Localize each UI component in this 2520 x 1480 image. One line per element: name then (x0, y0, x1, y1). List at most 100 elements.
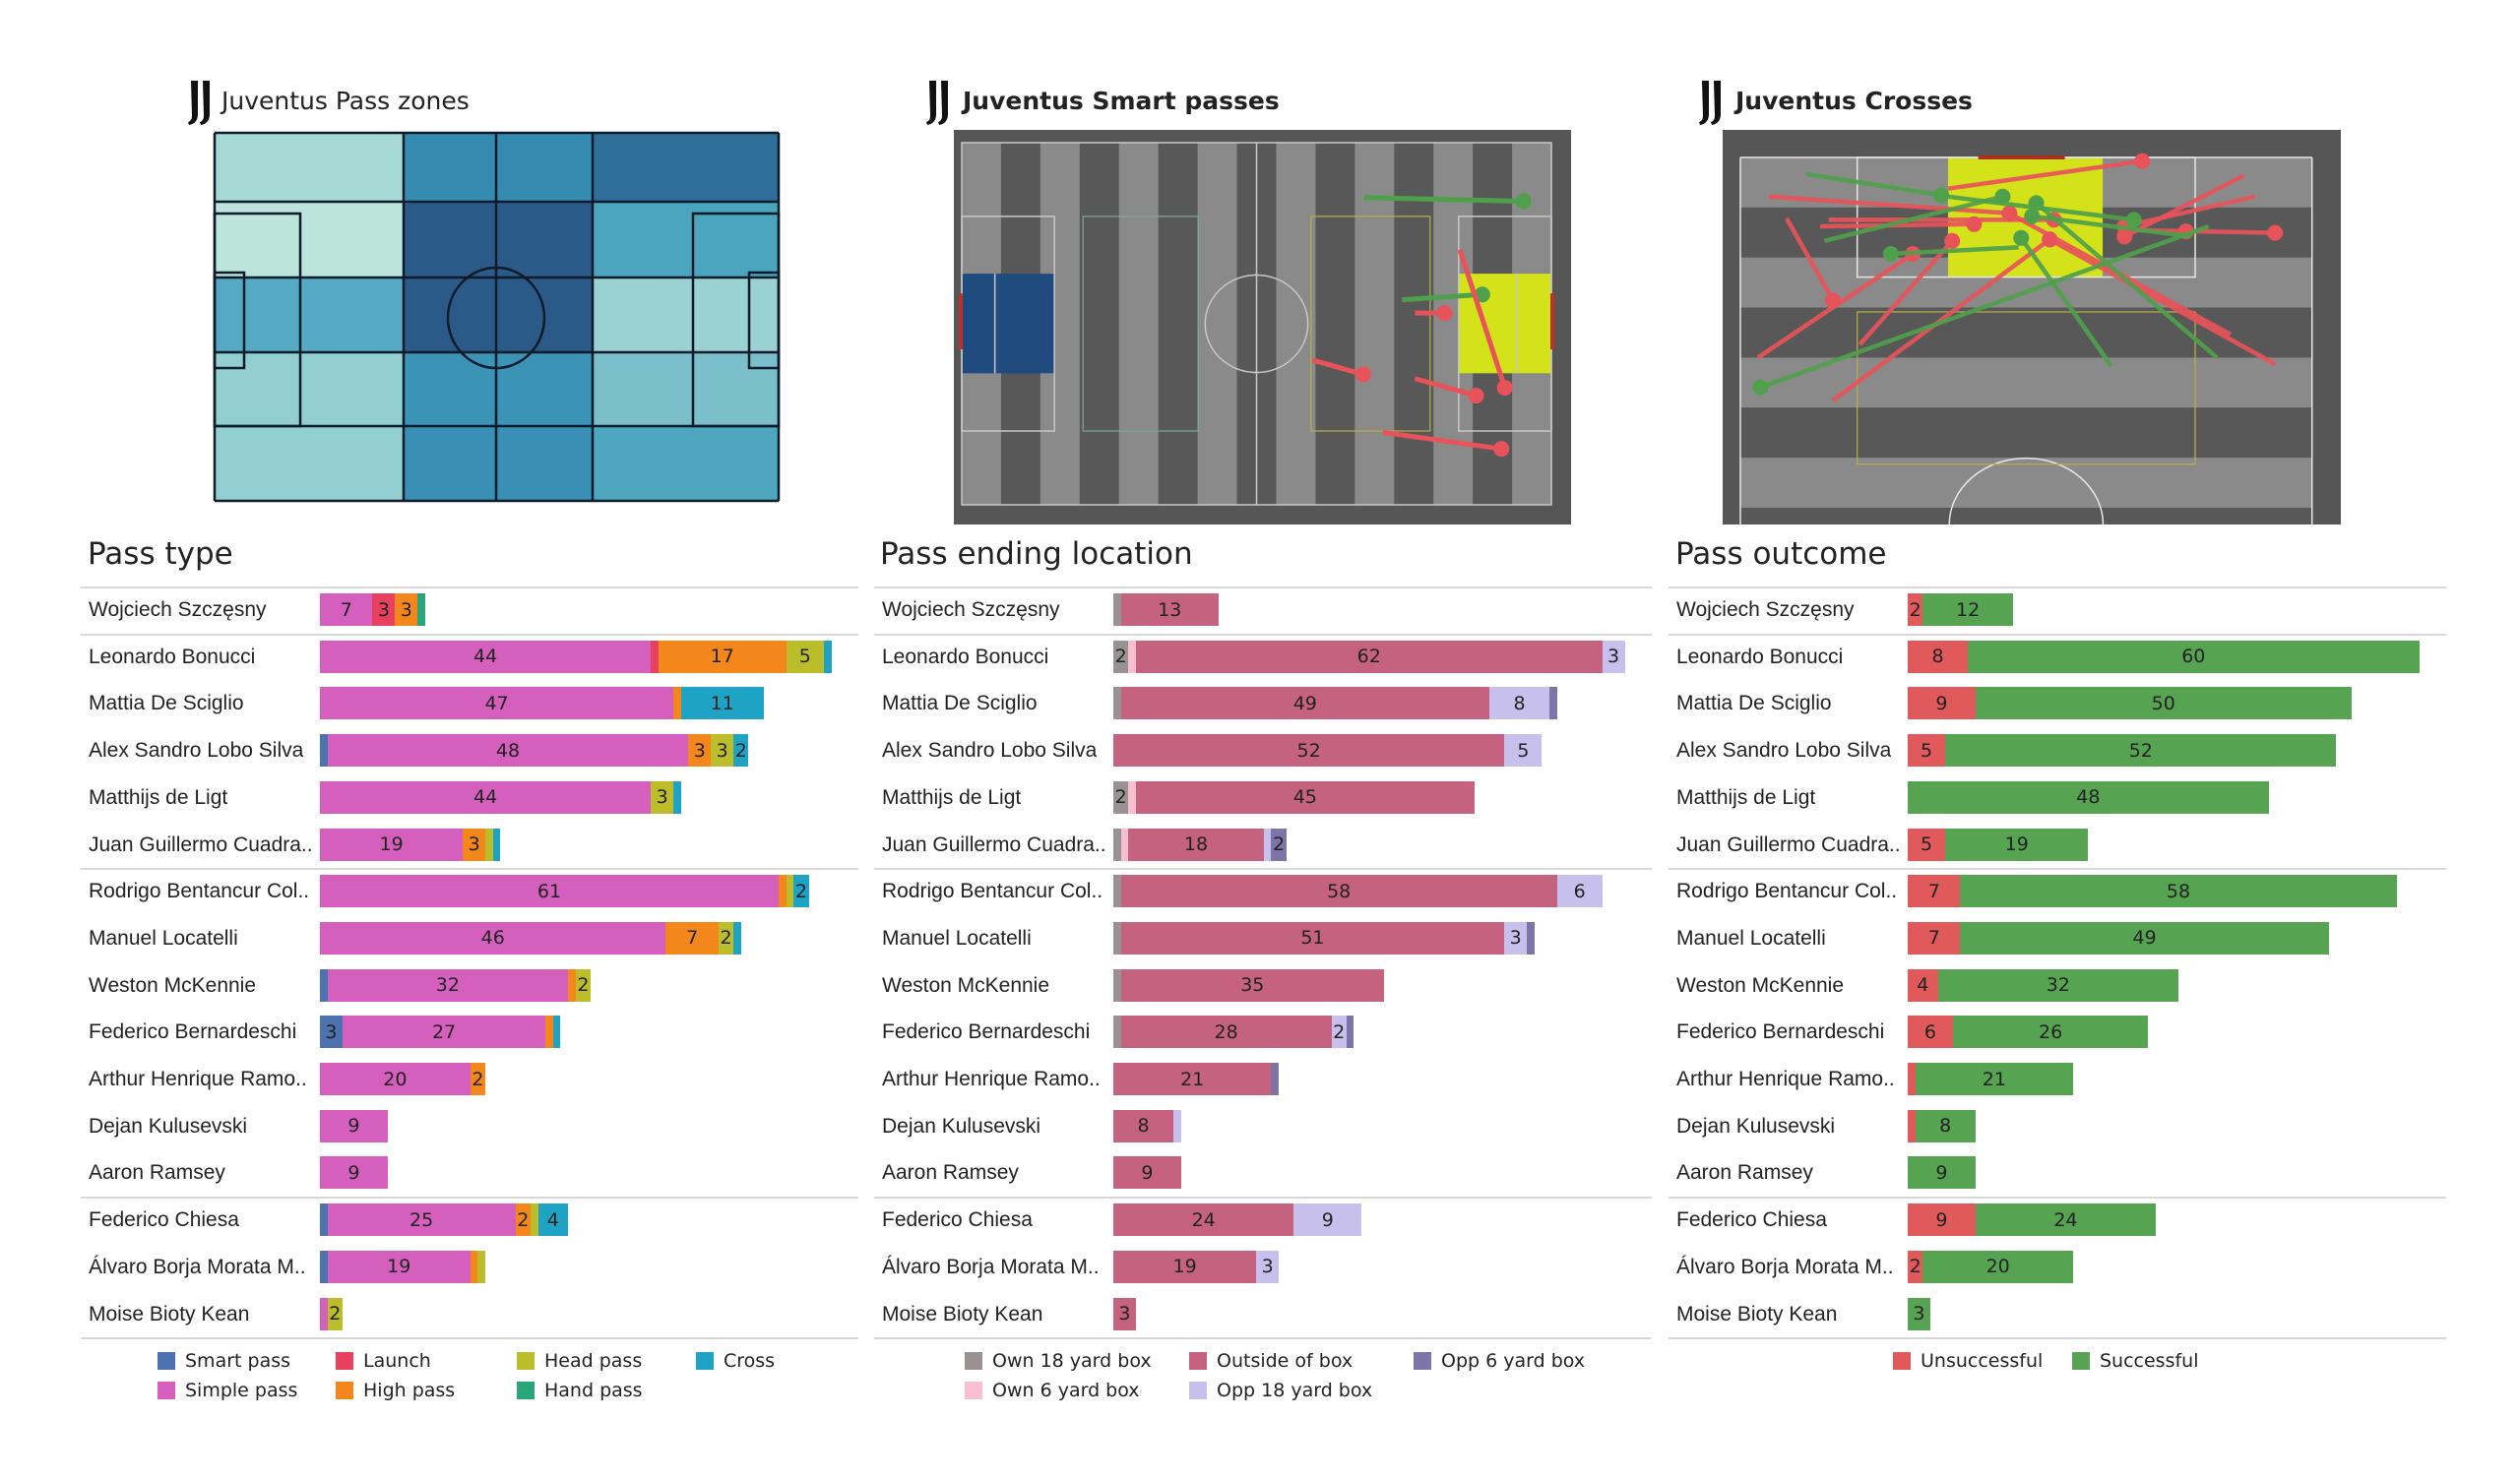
player-label: Juan Guillermo Cuadra.. (882, 832, 1106, 856)
bar-value-label: 20 (383, 1068, 408, 1090)
legend-item: Own 6 yard box (965, 1380, 1140, 1401)
chart-title: Pass ending location (880, 536, 1193, 572)
bar-segment: 2 (575, 968, 592, 1002)
player-label: Mattia De Sciglio (1676, 692, 1832, 715)
bar-segment (1908, 1109, 1916, 1142)
player-label: Moise Bioty Kean (89, 1302, 250, 1326)
bar-segment: 9 (320, 1156, 388, 1190)
player-label: Juan Guillermo Cuadra.. (1676, 832, 1901, 856)
bar-segment: 19 (1945, 828, 2089, 861)
bar-segment: 3 (463, 828, 486, 861)
smart-pass-end-marker (1354, 366, 1371, 383)
bar-segment (1527, 921, 1535, 955)
legend-label: Opp 6 yard box (1441, 1350, 1586, 1372)
pass-zone-cell (404, 202, 496, 278)
bar-segment (1120, 828, 1129, 861)
legend-label: Head pass (544, 1350, 643, 1372)
player-label: Rodrigo Bentancur Col.. (89, 880, 310, 903)
bar-segment (1113, 875, 1121, 908)
bar-value-label: 3 (400, 598, 412, 621)
bar-value-label: 7 (686, 927, 699, 950)
player-label: Moise Bioty Kean (1676, 1302, 1838, 1326)
player-label: Weston McKennie (1676, 973, 1845, 997)
bar-segment: 7 (320, 593, 373, 626)
player-label: Federico Bernardeschi (882, 1020, 1091, 1044)
legend-swatch (1414, 1352, 1431, 1370)
pass-zone-cell (215, 426, 404, 501)
bar-segment: 19 (320, 828, 464, 861)
bar-segment: 8 (1915, 1109, 1976, 1142)
pass-zone-cell (404, 426, 496, 501)
bar-segment: 21 (1915, 1063, 2074, 1095)
legend-label: Successful (2100, 1350, 2199, 1372)
legend-swatch (965, 1352, 982, 1370)
player-label: Federico Bernardeschi (1676, 1020, 1885, 1044)
bar-segment: 32 (1937, 968, 2179, 1002)
cross-end-marker (2125, 212, 2142, 228)
bar-segment: 7 (1908, 921, 1961, 955)
player-label: Matthijs de Ligt (1676, 785, 1816, 809)
player-label: Arthur Henrique Ramo.. (89, 1068, 307, 1090)
bar-value-label: 9 (1935, 1208, 1948, 1231)
bar-value-label: 49 (2132, 927, 2157, 950)
bar-segment (1113, 968, 1121, 1002)
legend-swatch (158, 1382, 175, 1399)
centre-circle-arc (1948, 458, 2105, 525)
pitch-stripe (1740, 458, 2312, 508)
player-label: Alex Sandro Lobo Silva (89, 739, 304, 763)
bar-segment (320, 968, 328, 1002)
bar-value-label: 19 (1172, 1256, 1197, 1278)
bar-segment: 2 (733, 734, 749, 768)
bar-segment: 2 (1331, 1016, 1347, 1049)
bar-segment (1346, 1016, 1354, 1049)
bar-value-label: 21 (1982, 1068, 2006, 1090)
juventus-logo-icon (1699, 81, 1721, 125)
bar-segment (1113, 921, 1121, 955)
bar-segment: 50 (1975, 687, 2352, 720)
bar-value-label: 32 (2046, 974, 2070, 997)
bar-segment: 2 (327, 1297, 343, 1330)
bar-segment: 2 (1271, 828, 1287, 861)
bar-value-label: 25 (410, 1208, 434, 1231)
bar-value-label: 44 (472, 646, 498, 668)
player-label: Wojciech Szczęsny (89, 598, 267, 621)
bar-segment (320, 1297, 328, 1330)
bar-segment: 20 (320, 1063, 471, 1095)
player-label: Federico Chiesa (882, 1208, 1033, 1232)
bar-value-label: 7 (1927, 927, 1940, 950)
legend-label: Hand pass (544, 1380, 643, 1401)
bar-value-label: 2 (734, 739, 747, 762)
bar-segment: 3 (372, 593, 396, 626)
bar-value-label: 19 (379, 833, 404, 855)
bar-value-label: 2 (1114, 786, 1127, 809)
own-six-yard-zone (962, 274, 1055, 374)
bar-segment: 58 (1960, 875, 2397, 908)
bar-segment (552, 1016, 561, 1049)
smart-pass-line (1457, 249, 1508, 389)
bar-segment (1549, 687, 1557, 720)
pass-zone-cell (215, 278, 404, 352)
bar-value-label: 9 (1935, 1161, 1948, 1184)
bar-value-label: 24 (2053, 1208, 2078, 1231)
bar-segment: 2 (1113, 640, 1129, 673)
bar-value-label: 4 (1917, 974, 1929, 997)
bar-segment: 3 (1113, 1297, 1136, 1330)
chart-title: Pass type (88, 536, 233, 572)
smart-pass-line (1311, 357, 1364, 377)
bar-segment: 25 (327, 1203, 516, 1237)
smart-pass-end-marker (1436, 305, 1453, 322)
legend-item: Own 18 yard box (965, 1350, 1152, 1372)
bar-value-label: 58 (1327, 880, 1352, 902)
bar-segment: 12 (1922, 593, 2013, 626)
bar-segment (651, 640, 659, 673)
bar-value-label: 58 (2166, 880, 2191, 902)
bar-segment: 2 (1908, 593, 1923, 626)
cross-line (1823, 194, 2003, 243)
bar-segment (786, 875, 794, 908)
cross-line (2019, 236, 2113, 367)
cross-line (1785, 216, 1835, 302)
bar-segment: 18 (1128, 828, 1264, 861)
bar-segment: 7 (1908, 875, 1961, 908)
player-label: Manuel Locatelli (1676, 926, 1826, 950)
